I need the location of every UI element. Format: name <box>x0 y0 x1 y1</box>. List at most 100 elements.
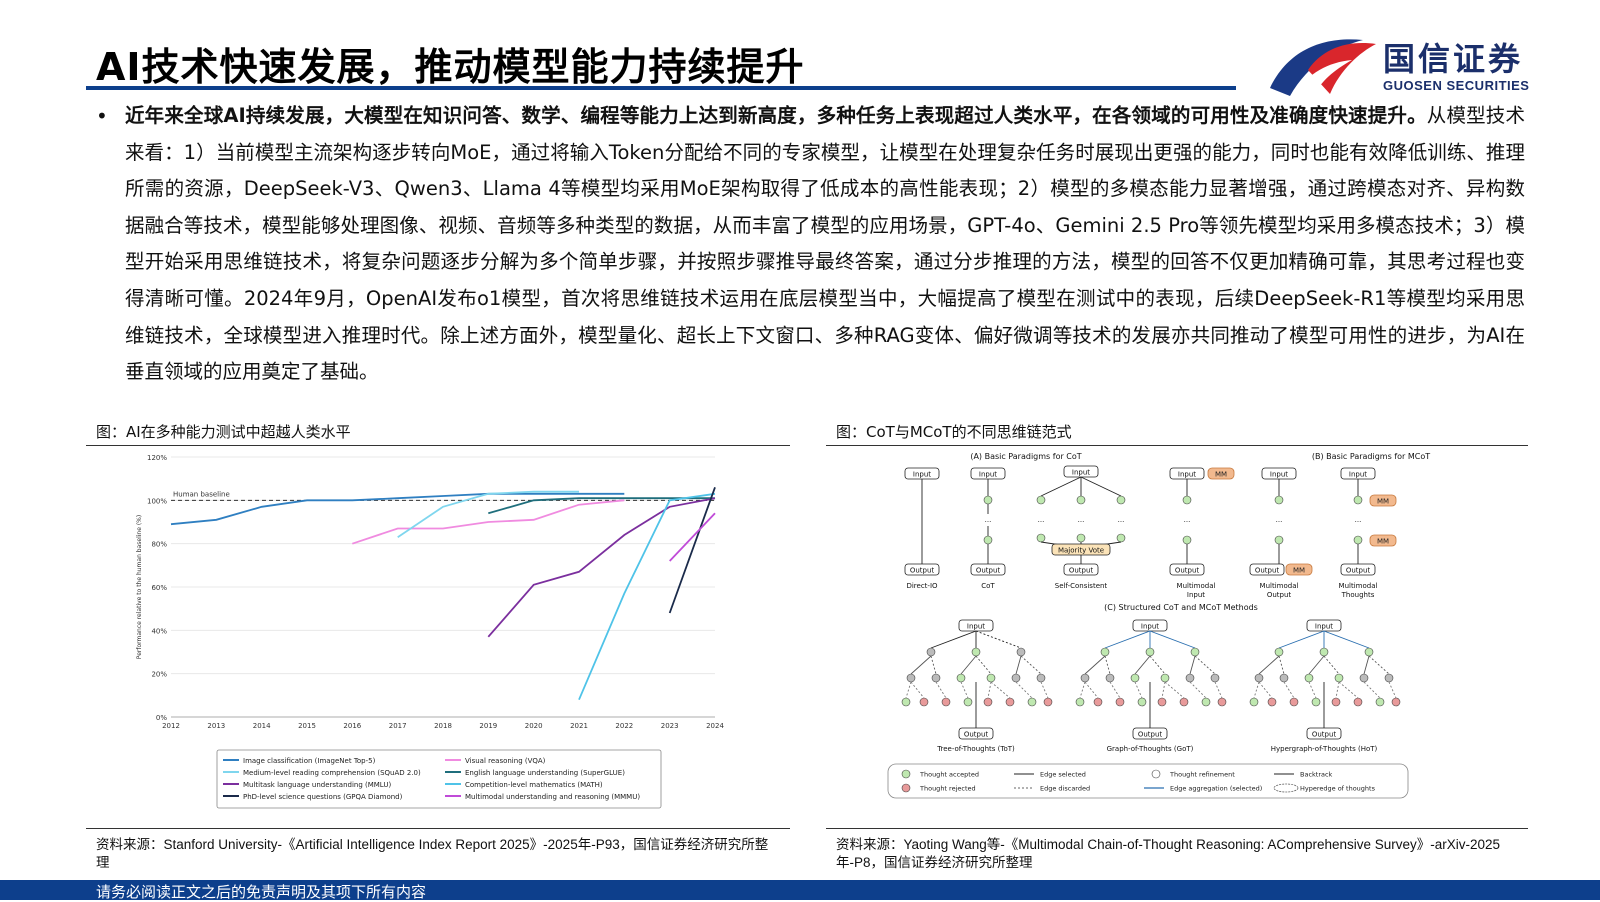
thought-node <box>1179 697 1189 707</box>
edge <box>1084 681 1099 699</box>
human-baseline-label: Human baseline <box>173 490 230 498</box>
legend-text: Edge aggregation (selected) <box>1170 785 1262 793</box>
x-tick-label: 2024 <box>706 722 724 730</box>
edge <box>990 681 1011 699</box>
legend-text: Hyperedge of thoughts <box>1300 785 1376 793</box>
ellipsis: ... <box>1118 516 1125 524</box>
sc-output-box <box>1063 563 1099 576</box>
thought-node <box>1005 697 1015 707</box>
structured-method-label: Hypergraph-of-Thoughts (HoT) <box>1271 745 1378 753</box>
y-axis-label: Performance relative to the human baseli… <box>136 515 143 659</box>
mt-mm1-label: MM <box>1377 498 1389 506</box>
thought-node <box>983 697 993 707</box>
thought-node <box>919 697 929 707</box>
thought-node <box>1036 673 1046 683</box>
thought-node <box>986 673 996 683</box>
y-tick-label: 100% <box>147 497 167 505</box>
x-tick-label: 2015 <box>298 722 316 730</box>
cot-mcot-paradigm-diagram: (A) Basic Paradigms for CoT (B) Basic Par… <box>887 452 1430 799</box>
legend-label: Visual reasoning (VQA) <box>465 757 546 765</box>
footer-disclaimer: 请务必阅读正文之后的免责声明及其项下所有内容 <box>96 883 427 901</box>
y-tick-label: 120% <box>147 455 167 462</box>
thought-node <box>1274 535 1284 545</box>
mo-output-label: Output <box>1255 567 1280 575</box>
series-line <box>669 512 716 562</box>
mi-mm-box <box>1207 467 1235 480</box>
left-figure-source: 资料来源：Stanford University-《Artificial Int… <box>96 837 769 870</box>
edge <box>1015 655 1022 675</box>
series-line <box>352 499 625 545</box>
edge <box>1323 655 1340 675</box>
c-output-box <box>958 727 994 740</box>
left-caption-rule <box>86 445 790 446</box>
legend-text: Thought rejected <box>919 785 976 793</box>
thought-node <box>1289 697 1299 707</box>
paradigm-label: Output <box>1267 591 1292 599</box>
title-divider <box>86 86 1236 90</box>
thought-node <box>1304 673 1314 683</box>
thought-node <box>941 697 951 707</box>
legend-label: Competition-level mathematics (MATH) <box>465 781 603 789</box>
c-output-box <box>1132 727 1168 740</box>
thought-node <box>926 647 936 657</box>
mt-input-label: Input <box>1349 471 1367 479</box>
section-a-title: (A) Basic Paradigms for CoT <box>970 452 1081 461</box>
paradigm-label: Input <box>1187 591 1205 599</box>
footer-bar: 请务必阅读正文之后的免责声明及其项下所有内容 <box>0 880 1600 901</box>
thought-node <box>1267 697 1277 707</box>
thought-node <box>1274 495 1284 505</box>
edge <box>1079 681 1086 699</box>
legend-label: Multimodal understanding and reasoning (… <box>465 793 640 801</box>
structured-method-label: Tree-of-Thoughts (ToT) <box>936 745 1015 753</box>
edge <box>1161 681 1166 699</box>
x-tick-label: 2020 <box>525 722 543 730</box>
thought-node <box>1080 673 1090 683</box>
legend-text: Edge selected <box>1040 771 1086 779</box>
c-input-label: Input <box>1141 623 1159 631</box>
edge <box>1253 681 1260 699</box>
mi-output-box <box>1169 563 1205 576</box>
paradigm-label: Direct-IO <box>906 582 938 590</box>
edge <box>1134 655 1151 675</box>
series-line <box>170 492 625 526</box>
legend-node <box>1151 769 1161 779</box>
thought-node <box>1353 697 1363 707</box>
thought-node <box>931 673 941 683</box>
legend-text: Edge discarded <box>1040 785 1090 793</box>
body-paragraph-bold: 近年来全球AI持续发展，大模型在知识问答、数学、编程等能力上达到新高度，多种任务… <box>125 104 1427 127</box>
edge <box>1278 655 1285 675</box>
y-tick-label: 20% <box>151 671 167 679</box>
edge <box>1283 681 1295 699</box>
edge <box>1323 630 1370 649</box>
legend-label: English language understanding (SuperGLU… <box>465 769 625 777</box>
y-tick-label: 60% <box>151 584 167 592</box>
structured-method-label: Graph-of-Thoughts (GoT) <box>1107 745 1194 753</box>
edge <box>1020 655 1042 675</box>
paradigm-label: Multimodal <box>1260 582 1299 590</box>
x-tick-label: 2013 <box>207 722 225 730</box>
right-figure-bottom-rule <box>826 828 1528 829</box>
edge <box>1363 655 1370 675</box>
thought-node <box>1254 673 1264 683</box>
thought-node <box>1182 535 1192 545</box>
paradigm-label: Thoughts <box>1341 591 1375 599</box>
logo-english-name: GUOSEN SECURITIES <box>1383 78 1530 93</box>
mo-input-label: Input <box>1270 471 1288 479</box>
thought-node <box>1076 495 1086 505</box>
c-input-label: Input <box>967 623 985 631</box>
thought-node <box>1075 697 1085 707</box>
thought-node <box>1353 535 1363 545</box>
thought-node <box>1130 673 1140 683</box>
thought-node <box>1011 673 1021 683</box>
y-tick-label: 80% <box>151 541 167 549</box>
x-tick-label: 2012 <box>162 722 180 730</box>
legend-text: Backtrack <box>1300 771 1333 779</box>
x-tick-label: 2017 <box>389 722 407 730</box>
mi-output-label: Output <box>1175 567 1200 575</box>
thought-node <box>1319 647 1329 657</box>
body-paragraph: 近年来全球AI持续发展，大模型在知识问答、数学、编程等能力上达到新高度，多种任务… <box>125 98 1525 391</box>
diagram-legend-box <box>887 763 1409 799</box>
thought-node <box>1043 697 1053 707</box>
thought-node <box>983 535 993 545</box>
section-b-title: (B) Basic Paradigms for MCoT <box>1312 452 1430 461</box>
